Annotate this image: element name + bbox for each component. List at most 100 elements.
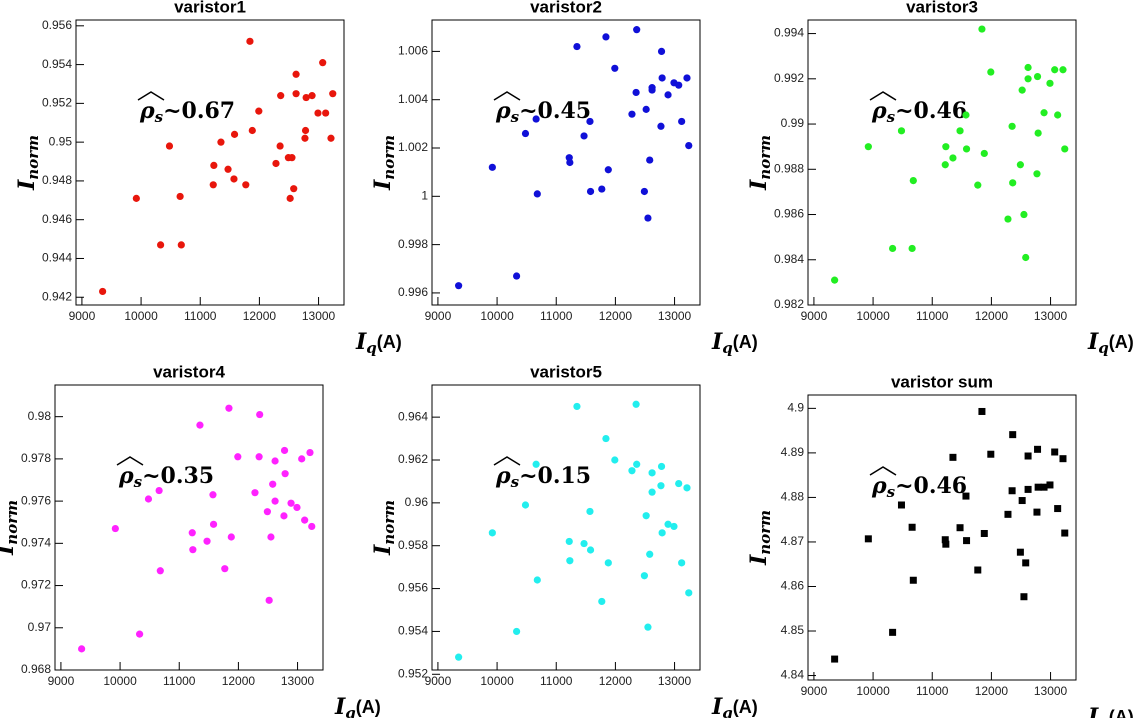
y-axis-label: Inorm xyxy=(746,135,774,191)
data-point xyxy=(685,141,693,150)
y-tick-label: 0.964 xyxy=(398,409,428,423)
data-point xyxy=(657,122,665,130)
data-point xyxy=(908,523,916,531)
data-point xyxy=(962,145,971,153)
data-point xyxy=(1016,548,1024,556)
x-tick-label: 13000 xyxy=(281,674,315,688)
x-tick-label: 10000 xyxy=(856,309,890,323)
data-point xyxy=(488,163,496,171)
x-tick-label: 11000 xyxy=(916,684,949,698)
x-axis-label: Iq(A) xyxy=(1087,329,1134,357)
data-point xyxy=(280,446,289,455)
x-tick-label: 13000 xyxy=(658,674,692,688)
data-point xyxy=(586,507,594,516)
data-point xyxy=(949,453,957,461)
data-point xyxy=(889,628,897,636)
data-point xyxy=(248,126,256,135)
y-tick-label: 4.84 xyxy=(781,668,805,682)
annotation-symbol: ρ xyxy=(495,98,511,124)
y-tick-label: 4.86 xyxy=(781,579,805,593)
plot-frame xyxy=(431,19,701,306)
data-point xyxy=(685,589,693,597)
data-point xyxy=(286,194,294,202)
data-point xyxy=(831,655,839,663)
data-point xyxy=(678,559,686,567)
data-point xyxy=(196,421,204,429)
x-tick-label: 10000 xyxy=(480,309,514,323)
data-point xyxy=(246,37,254,45)
data-point xyxy=(230,175,238,183)
data-point xyxy=(675,479,683,488)
data-point xyxy=(604,559,612,567)
data-point xyxy=(657,462,666,471)
data-point xyxy=(521,501,530,509)
x-tick-label: 9000 xyxy=(69,309,96,323)
data-point xyxy=(633,460,641,468)
data-point xyxy=(598,185,606,193)
annotation: ρs~0.46 xyxy=(871,98,967,126)
data-point xyxy=(987,450,995,458)
data-point xyxy=(242,181,250,189)
y-tick-label: 0.954 xyxy=(398,624,428,638)
data-point xyxy=(188,529,196,537)
data-point xyxy=(455,653,463,661)
data-point xyxy=(78,645,86,653)
panel-title: varistor3 xyxy=(906,0,978,16)
annotation-hat xyxy=(869,91,897,101)
data-point xyxy=(306,448,314,457)
data-point xyxy=(532,115,540,123)
data-point xyxy=(1033,72,1042,81)
data-point xyxy=(209,491,217,499)
data-point xyxy=(978,25,986,33)
data-point xyxy=(980,149,988,158)
y-tick-label: 0.982 xyxy=(774,297,804,311)
data-point xyxy=(664,91,672,99)
y-tick-label: 0.99 xyxy=(781,116,805,130)
data-point xyxy=(301,134,309,142)
plot-frame xyxy=(75,19,345,306)
x-label-unit: (A) xyxy=(356,697,381,717)
y-axis-label: Inorm xyxy=(14,135,42,191)
panel-title: varistor2 xyxy=(530,0,602,16)
y-tick-label: 0.992 xyxy=(774,71,804,85)
annotation-subscript: s xyxy=(511,473,520,491)
data-point xyxy=(221,565,229,573)
data-point xyxy=(632,400,640,408)
data-point xyxy=(956,524,964,532)
annotation-symbol: ρ xyxy=(139,98,155,124)
panel-title: varistor5 xyxy=(530,362,602,381)
y-tick-label: 0.952 xyxy=(42,96,72,110)
x-label-symbol: I xyxy=(334,694,346,718)
x-label-subscript: q xyxy=(345,704,356,718)
plot-frame xyxy=(54,384,324,671)
x-axis-label: Iq(A) xyxy=(711,694,758,718)
y-tick-label: 0.95 xyxy=(49,134,73,148)
x-tick-label: 12000 xyxy=(599,309,633,323)
x-tick-label: 12000 xyxy=(243,309,277,323)
data-point xyxy=(1054,111,1062,119)
x-tick-label: 11000 xyxy=(163,674,196,688)
x-label-unit: (A) xyxy=(733,332,758,352)
panel: varistor2 9000 10000 11000 12000 13000 0.996 0.… xyxy=(370,0,758,357)
annotation-hat xyxy=(137,91,165,101)
data-point xyxy=(1034,483,1042,491)
x-tick-label: 12000 xyxy=(599,674,633,688)
annotation-subscript: s xyxy=(511,108,520,126)
y-tick-label: 0.956 xyxy=(398,581,428,595)
data-point xyxy=(136,630,144,638)
data-point xyxy=(642,512,650,520)
data-point xyxy=(287,499,295,507)
data-point xyxy=(1022,559,1030,567)
data-point xyxy=(288,154,296,162)
data-point xyxy=(648,488,656,496)
data-point xyxy=(1009,431,1017,439)
y-label-symbol: I xyxy=(746,554,772,566)
data-point xyxy=(1024,75,1032,83)
data-point xyxy=(302,93,310,102)
data-point xyxy=(327,134,335,142)
data-point xyxy=(864,535,872,543)
data-point xyxy=(209,520,218,528)
y-label-subscript: norm xyxy=(380,135,398,180)
data-point xyxy=(533,576,541,584)
